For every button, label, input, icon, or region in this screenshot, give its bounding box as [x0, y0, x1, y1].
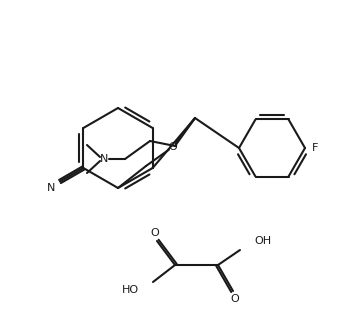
- Text: N: N: [47, 183, 55, 193]
- Text: OH: OH: [254, 236, 271, 246]
- Text: N: N: [100, 154, 108, 164]
- Text: HO: HO: [122, 285, 139, 295]
- Text: F: F: [312, 143, 318, 153]
- Text: O: O: [231, 294, 239, 304]
- Text: O: O: [169, 142, 177, 152]
- Text: O: O: [151, 228, 159, 238]
